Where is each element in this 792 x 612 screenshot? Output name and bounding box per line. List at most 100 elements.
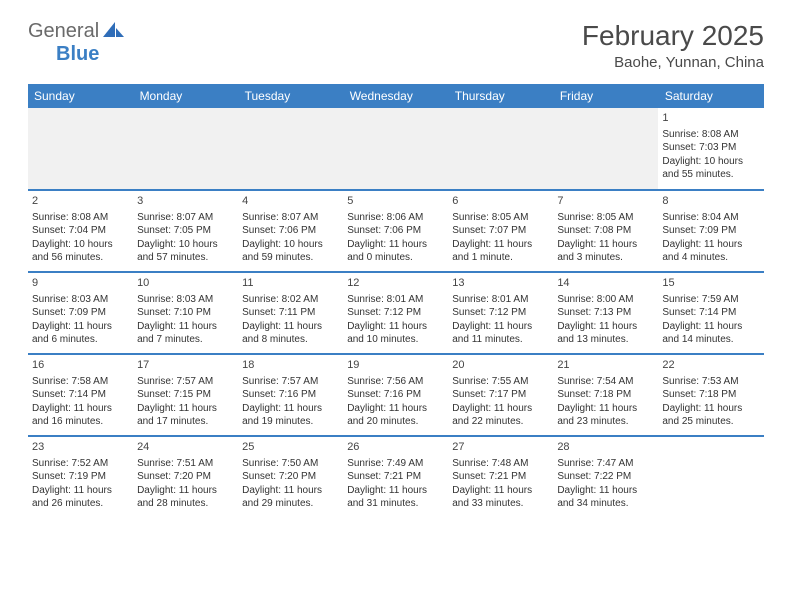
daylight-text: Daylight: 11 hours and 26 minutes. xyxy=(32,484,129,511)
daylight-text: Daylight: 11 hours and 0 minutes. xyxy=(347,238,444,265)
day-cell: 18Sunrise: 7:57 AMSunset: 7:16 PMDayligh… xyxy=(238,354,343,436)
day-number: 11 xyxy=(242,276,339,291)
day-number: 8 xyxy=(662,194,759,209)
day-cell: 12Sunrise: 8:01 AMSunset: 7:12 PMDayligh… xyxy=(343,272,448,354)
sunset-text: Sunset: 7:18 PM xyxy=(557,388,654,402)
sunset-text: Sunset: 7:21 PM xyxy=(452,470,549,484)
daylight-text: Daylight: 11 hours and 28 minutes. xyxy=(137,484,234,511)
day-number: 10 xyxy=(137,276,234,291)
sunset-text: Sunset: 7:11 PM xyxy=(242,306,339,320)
day-cell: 11Sunrise: 8:02 AMSunset: 7:11 PMDayligh… xyxy=(238,272,343,354)
sunrise-text: Sunrise: 7:52 AM xyxy=(32,457,129,471)
logo: General xyxy=(28,20,129,43)
sunrise-text: Sunrise: 7:51 AM xyxy=(137,457,234,471)
daylight-text: Daylight: 10 hours and 55 minutes. xyxy=(662,155,759,182)
day-header-thursday: Thursday xyxy=(448,84,553,108)
day-number: 13 xyxy=(452,276,549,291)
day-number: 7 xyxy=(557,194,654,209)
day-cell: 9Sunrise: 8:03 AMSunset: 7:09 PMDaylight… xyxy=(28,272,133,354)
daylight-text: Daylight: 11 hours and 22 minutes. xyxy=(452,402,549,429)
week-row: 2Sunrise: 8:08 AMSunset: 7:04 PMDaylight… xyxy=(28,190,764,272)
day-cell xyxy=(28,108,133,190)
sunset-text: Sunset: 7:09 PM xyxy=(32,306,129,320)
day-header-wednesday: Wednesday xyxy=(343,84,448,108)
day-cell: 4 Sunrise: 8:07 AMSunset: 7:06 PMDaylight… xyxy=(238,190,343,272)
sunset-text: Sunset: 7:04 PM xyxy=(32,224,129,238)
sunset-text: Sunset: 7:06 PM xyxy=(242,224,339,238)
day-number: 23 xyxy=(32,440,129,455)
daylight-text: Daylight: 10 hours and 59 minutes. xyxy=(242,238,339,265)
day-cell xyxy=(133,108,238,190)
sunset-text: Sunset: 7:09 PM xyxy=(662,224,759,238)
daylight-text: Daylight: 11 hours and 34 minutes. xyxy=(557,484,654,511)
logo-text-general: General xyxy=(28,20,99,43)
day-cell xyxy=(343,108,448,190)
day-cell: 19Sunrise: 7:56 AMSunset: 7:16 PMDayligh… xyxy=(343,354,448,436)
sunset-text: Sunset: 7:16 PM xyxy=(347,388,444,402)
daylight-text: Daylight: 11 hours and 4 minutes. xyxy=(662,238,759,265)
day-number: 4 xyxy=(242,194,339,209)
daylight-text: Daylight: 11 hours and 20 minutes. xyxy=(347,402,444,429)
daylight-text: Daylight: 11 hours and 19 minutes. xyxy=(242,402,339,429)
day-header-sunday: Sunday xyxy=(28,84,133,108)
sunset-text: Sunset: 7:16 PM xyxy=(242,388,339,402)
day-cell: 13Sunrise: 8:01 AMSunset: 7:12 PMDayligh… xyxy=(448,272,553,354)
sunset-text: Sunset: 7:14 PM xyxy=(662,306,759,320)
sunset-text: Sunset: 7:13 PM xyxy=(557,306,654,320)
day-cell: 15Sunrise: 7:59 AMSunset: 7:14 PMDayligh… xyxy=(658,272,763,354)
sunset-text: Sunset: 7:19 PM xyxy=(32,470,129,484)
daylight-text: Daylight: 11 hours and 11 minutes. xyxy=(452,320,549,347)
day-number: 5 xyxy=(347,194,444,209)
daylight-text: Daylight: 10 hours and 56 minutes. xyxy=(32,238,129,265)
day-number: 14 xyxy=(557,276,654,291)
sunrise-text: Sunrise: 8:03 AM xyxy=(32,293,129,307)
day-number: 6 xyxy=(452,194,549,209)
day-cell: 1Sunrise: 8:08 AMSunset: 7:03 PMDaylight… xyxy=(658,108,763,190)
day-cell: 6Sunrise: 8:05 AMSunset: 7:07 PMDaylight… xyxy=(448,190,553,272)
day-number: 21 xyxy=(557,358,654,373)
day-cell: 24 Sunrise: 7:51 AMSunset: 7:20 PMDayligh… xyxy=(133,436,238,518)
sunrise-text: Sunrise: 7:55 AM xyxy=(452,375,549,389)
daylight-text: Daylight: 11 hours and 31 minutes. xyxy=(347,484,444,511)
sunset-text: Sunset: 7:03 PM xyxy=(662,141,759,155)
sunrise-text: Sunrise: 7:48 AM xyxy=(452,457,549,471)
sunrise-text: Sunrise: 8:06 AM xyxy=(347,211,444,225)
day-number: 25 xyxy=(242,440,339,455)
daylight-text: Daylight: 11 hours and 16 minutes. xyxy=(32,402,129,429)
sunrise-text: Sunrise: 7:59 AM xyxy=(662,293,759,307)
sunrise-text: Sunrise: 8:07 AM xyxy=(137,211,234,225)
sunrise-text: Sunrise: 8:03 AM xyxy=(137,293,234,307)
day-number: 24 xyxy=(137,440,234,455)
sunset-text: Sunset: 7:12 PM xyxy=(452,306,549,320)
daylight-text: Daylight: 11 hours and 1 minute. xyxy=(452,238,549,265)
sunrise-text: Sunrise: 8:02 AM xyxy=(242,293,339,307)
day-cell: 14Sunrise: 8:00 AMSunset: 7:13 PMDayligh… xyxy=(553,272,658,354)
sunrise-text: Sunrise: 8:04 AM xyxy=(662,211,759,225)
day-cell: 8 Sunrise: 8:04 AMSunset: 7:09 PMDaylight… xyxy=(658,190,763,272)
week-row: 16Sunrise: 7:58 AMSunset: 7:14 PMDayligh… xyxy=(28,354,764,436)
day-cell: 27Sunrise: 7:48 AMSunset: 7:21 PMDayligh… xyxy=(448,436,553,518)
daylight-text: Daylight: 11 hours and 23 minutes. xyxy=(557,402,654,429)
daylight-text: Daylight: 11 hours and 25 minutes. xyxy=(662,402,759,429)
day-cell: 22Sunrise: 7:53 AMSunset: 7:18 PMDayligh… xyxy=(658,354,763,436)
day-cell: 10Sunrise: 8:03 AMSunset: 7:10 PMDayligh… xyxy=(133,272,238,354)
day-header-friday: Friday xyxy=(553,84,658,108)
week-row: 9Sunrise: 8:03 AMSunset: 7:09 PMDaylight… xyxy=(28,272,764,354)
day-number: 15 xyxy=(662,276,759,291)
week-row: 23Sunrise: 7:52 AMSunset: 7:19 PMDayligh… xyxy=(28,436,764,518)
day-cell xyxy=(658,436,763,518)
day-number: 9 xyxy=(32,276,129,291)
sunrise-text: Sunrise: 8:00 AM xyxy=(557,293,654,307)
day-cell: 26Sunrise: 7:49 AMSunset: 7:21 PMDayligh… xyxy=(343,436,448,518)
sunset-text: Sunset: 7:20 PM xyxy=(137,470,234,484)
day-number: 22 xyxy=(662,358,759,373)
day-number: 12 xyxy=(347,276,444,291)
day-cell: 20Sunrise: 7:55 AMSunset: 7:17 PMDayligh… xyxy=(448,354,553,436)
sunrise-text: Sunrise: 8:07 AM xyxy=(242,211,339,225)
day-cell xyxy=(553,108,658,190)
logo-text-blue: Blue xyxy=(56,43,99,66)
daylight-text: Daylight: 11 hours and 10 minutes. xyxy=(347,320,444,347)
day-cell: 3Sunrise: 8:07 AMSunset: 7:05 PMDaylight… xyxy=(133,190,238,272)
calendar-table: SundayMondayTuesdayWednesdayThursdayFrid… xyxy=(28,84,764,518)
sunset-text: Sunset: 7:14 PM xyxy=(32,388,129,402)
